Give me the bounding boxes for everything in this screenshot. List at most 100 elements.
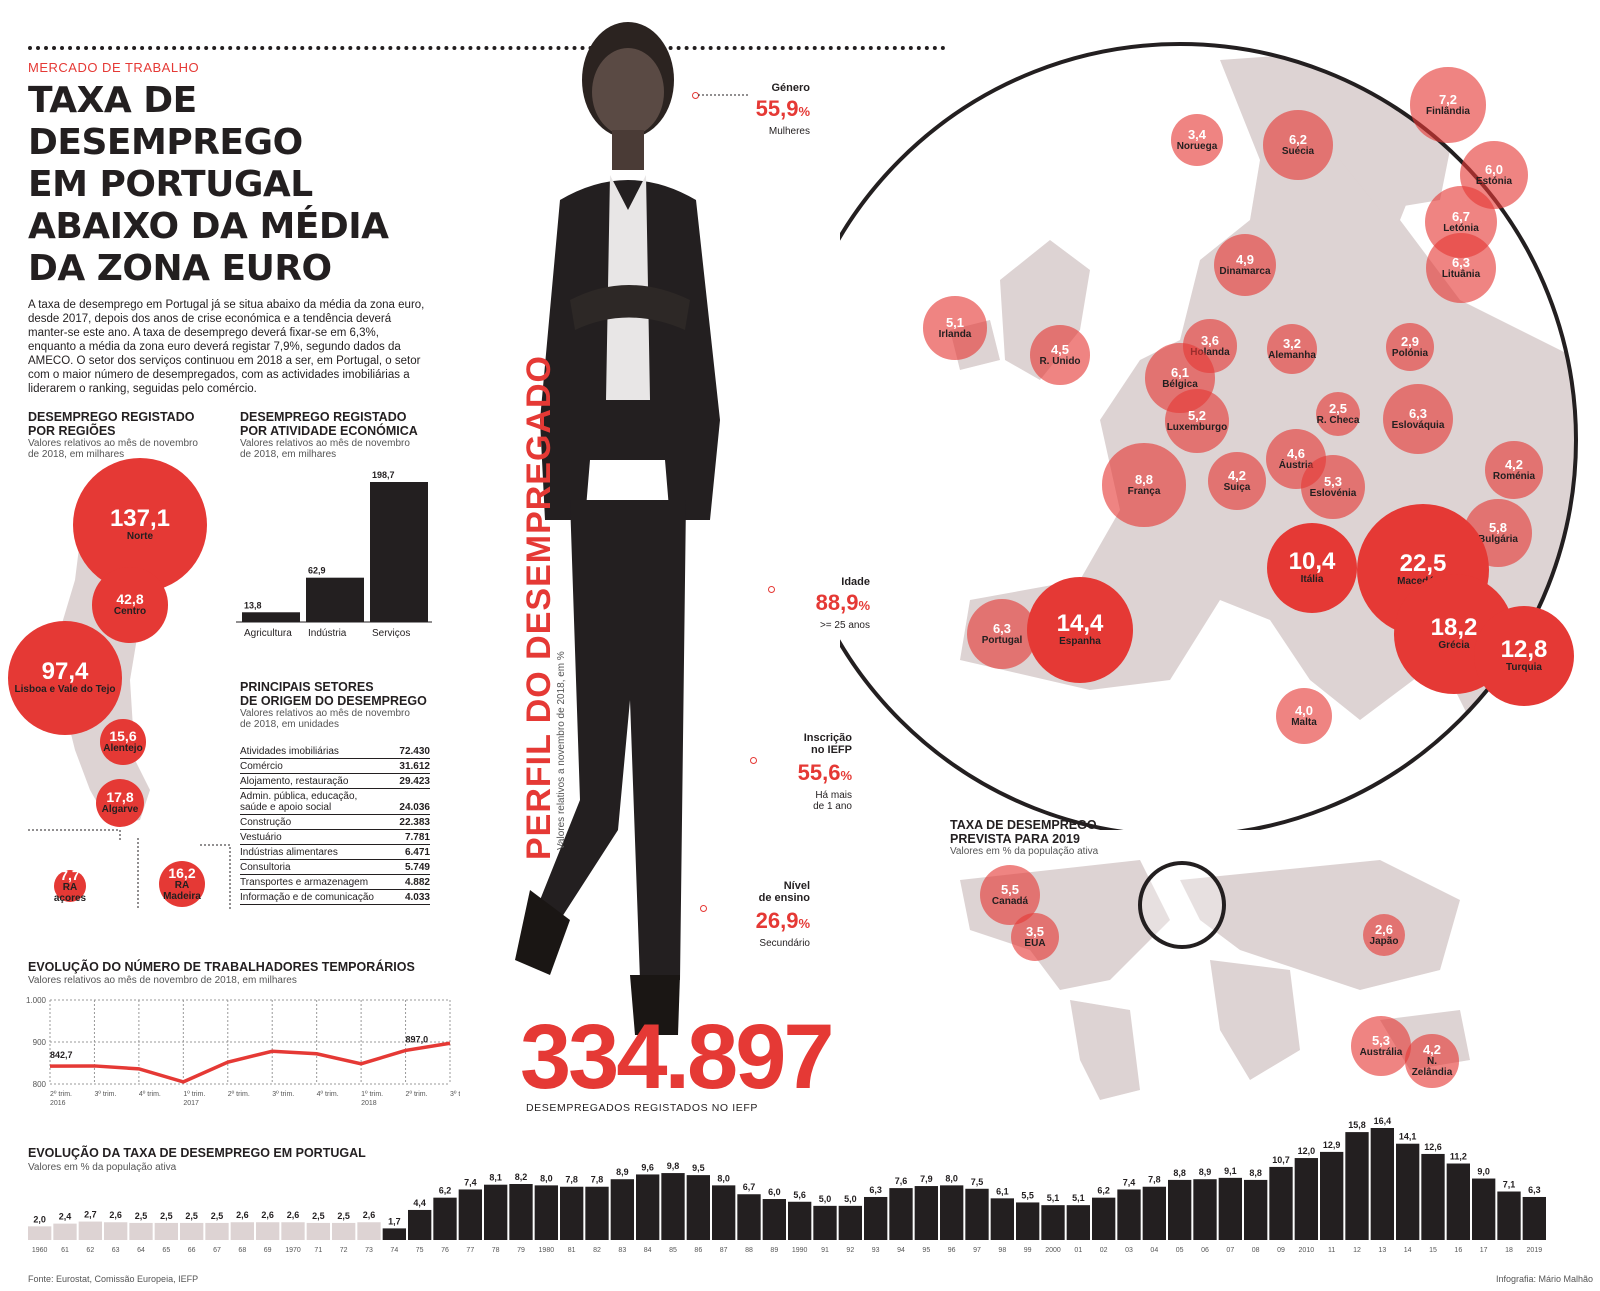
evolution-bar-label: 2,6 bbox=[261, 1210, 274, 1220]
lens-ring bbox=[840, 42, 1578, 830]
europe-bubble-value: 7,2 bbox=[1438, 91, 1458, 107]
regions-title: DESEMPREGO REGISTADO POR REGIÕES bbox=[28, 410, 194, 438]
europe-bubble: 4,2 Roménia bbox=[1485, 441, 1543, 499]
europe-bubble-value: 4,2 bbox=[1504, 456, 1524, 472]
temporary-subtitle: Valores relativos ao mês de novembro de … bbox=[28, 975, 297, 986]
evolution-bar-label: 2,5 bbox=[135, 1211, 148, 1221]
zoom-ring bbox=[1138, 861, 1226, 949]
activity-subtitle: Valores relativos ao mês de novembro de … bbox=[240, 438, 410, 460]
evolution-bar bbox=[1421, 1153, 1445, 1240]
evolution-category-label: 87 bbox=[720, 1247, 728, 1254]
evolution-bar-label: 2,6 bbox=[363, 1210, 376, 1220]
temp-category-label: 3º trim. bbox=[94, 1091, 116, 1098]
kicker: MERCADO DE TRABALHO bbox=[28, 60, 200, 75]
sectors-row-value: 4.033 bbox=[404, 892, 430, 903]
europe-bubble-value: 4,0 bbox=[1294, 703, 1314, 718]
forecast-title-line: PREVISTA PARA 2019 bbox=[950, 832, 1080, 846]
evolution-bar-label: 12,9 bbox=[1323, 1140, 1341, 1150]
europe-bubble: 5,1 Irlanda bbox=[923, 296, 987, 360]
sectors-row-value: 4.882 bbox=[404, 877, 430, 888]
europe-bubble-label: R. Checa bbox=[1316, 414, 1360, 426]
evolution-category-label: 01 bbox=[1074, 1247, 1082, 1254]
evolution-bar bbox=[636, 1174, 660, 1240]
evolution-bar-label: 2,6 bbox=[109, 1210, 122, 1220]
evolution-category-label: 69 bbox=[264, 1247, 272, 1254]
evolution-bar-label: 9,5 bbox=[692, 1163, 705, 1173]
evolution-bar bbox=[1497, 1191, 1521, 1240]
sectors-row: Consultoria 5.749 bbox=[240, 860, 430, 875]
evolution-category-label: 65 bbox=[162, 1247, 170, 1254]
evolution-bar-label: 8,0 bbox=[945, 1173, 958, 1183]
activity-subtitle-line: de 2018, em milhares bbox=[240, 449, 337, 460]
idade-value: 88,9% bbox=[750, 590, 870, 616]
europe-bubble-label: Bélgica bbox=[1162, 378, 1198, 390]
europe-bubble-label: Eslovénia bbox=[1309, 487, 1357, 499]
total-unemployed: 334.897 bbox=[520, 1006, 835, 1108]
europe-bubble-value: 3,2 bbox=[1282, 335, 1302, 351]
europe-bubble-value: 4,9 bbox=[1235, 251, 1255, 267]
evolution-bar-label: 14,1 bbox=[1399, 1132, 1417, 1142]
europe-bubble-label: Portugal bbox=[981, 634, 1023, 646]
temp-category-label: 4º trim. bbox=[317, 1091, 339, 1098]
temp-point-label: 842,7 bbox=[50, 1050, 73, 1060]
europe-bubble: 6,3 Portugal bbox=[966, 598, 1038, 670]
region-bubble: 15,6 Alentejo bbox=[100, 719, 146, 765]
europe-bubble-label: Suécia bbox=[1281, 145, 1315, 157]
europe-bubble-value: 14,4 bbox=[1056, 610, 1104, 638]
evolution-bar bbox=[990, 1198, 1014, 1240]
sectors-row-label: Informação e de comunicação bbox=[240, 892, 374, 903]
africa-shape bbox=[1210, 960, 1300, 1080]
evolution-category-label: 93 bbox=[872, 1247, 880, 1254]
europe-bubble-value: 10,4 bbox=[1288, 548, 1336, 576]
sectors-row-label: Atividades imobiliárias bbox=[240, 746, 339, 757]
sectors-row: Informação e de comunicação 4.033 bbox=[240, 890, 430, 905]
europe-bubble: 14,4 Espanha bbox=[1026, 576, 1134, 684]
shoe-shape bbox=[630, 975, 680, 1035]
europe-bubble-label: França bbox=[1127, 485, 1161, 497]
temp-year-label: 2016 bbox=[50, 1100, 66, 1107]
europe-bubble-value: 5,1 bbox=[945, 314, 965, 330]
evolution-bar-label: 2,5 bbox=[337, 1211, 350, 1221]
evolution-category-label: 64 bbox=[137, 1247, 145, 1254]
europe-bubble: 3,4 Noruega bbox=[1171, 114, 1223, 166]
ensino-value-unit: % bbox=[798, 916, 810, 931]
evolution-bar-label: 7,4 bbox=[464, 1177, 477, 1187]
europe-bubble: 5,3 Eslovénia bbox=[1300, 454, 1366, 520]
world-bubble-label: EUA bbox=[1024, 937, 1046, 949]
europe-bubble-label: Letónia bbox=[1443, 222, 1479, 234]
europe-bubble-label: Grécia bbox=[1438, 640, 1470, 652]
activity-title-line: POR ATIVIDADE ECONÓMICA bbox=[240, 424, 418, 438]
evolution-bar bbox=[940, 1185, 964, 1240]
sectors-row: Atividades imobiliárias 72.430 bbox=[240, 744, 430, 759]
activity-bar-label: 198,7 bbox=[372, 470, 395, 480]
sectors-row-label: Admin. pública, educação, saúde e apoio … bbox=[240, 791, 358, 813]
europe-bubble-value: 4,6 bbox=[1286, 445, 1306, 461]
europe-bubble-label: Turquia bbox=[1506, 662, 1542, 674]
europe-bubble-value: 6,0 bbox=[1484, 161, 1504, 177]
evolution-bar bbox=[712, 1185, 736, 1240]
sectors-row: Alojamento, restauração 29.423 bbox=[240, 774, 430, 789]
evolution-bar-label: 15,8 bbox=[1348, 1120, 1366, 1130]
evolution-bar-label: 5,0 bbox=[844, 1194, 857, 1204]
evolution-category-label: 66 bbox=[188, 1247, 196, 1254]
sectors-table: Atividades imobiliárias 72.430 Comércio 31.… bbox=[240, 744, 430, 905]
sectors-row-value: 22.383 bbox=[399, 817, 430, 828]
world-bubble-label: N. Zelândia bbox=[1411, 1056, 1453, 1079]
region-bubble-value: 97,4 bbox=[41, 658, 89, 686]
evolution-bar bbox=[864, 1196, 888, 1240]
evolution-bar bbox=[1396, 1143, 1420, 1240]
evolution-category-label: 1990 bbox=[792, 1247, 808, 1254]
europe-bubble-label: Estónia bbox=[1475, 175, 1513, 187]
evolution-bar bbox=[382, 1228, 406, 1240]
temp-category-label: 3º trim. bbox=[450, 1091, 460, 1098]
region-bubble: 7,7 RA açores bbox=[54, 868, 86, 904]
evolution-bar-label: 6,1 bbox=[996, 1186, 1009, 1196]
ensino-label-line: Nível bbox=[783, 880, 810, 892]
europe-bubble-value: 12,8 bbox=[1500, 636, 1548, 664]
evolution-bar-label: 16,4 bbox=[1374, 1116, 1392, 1126]
genero-label: Género bbox=[771, 82, 810, 94]
europe-bubble-label: Malta bbox=[1291, 717, 1317, 728]
europe-bubble-value: 6,3 bbox=[992, 620, 1012, 636]
evolution-bar bbox=[1446, 1163, 1470, 1240]
evolution-bar bbox=[205, 1222, 229, 1240]
